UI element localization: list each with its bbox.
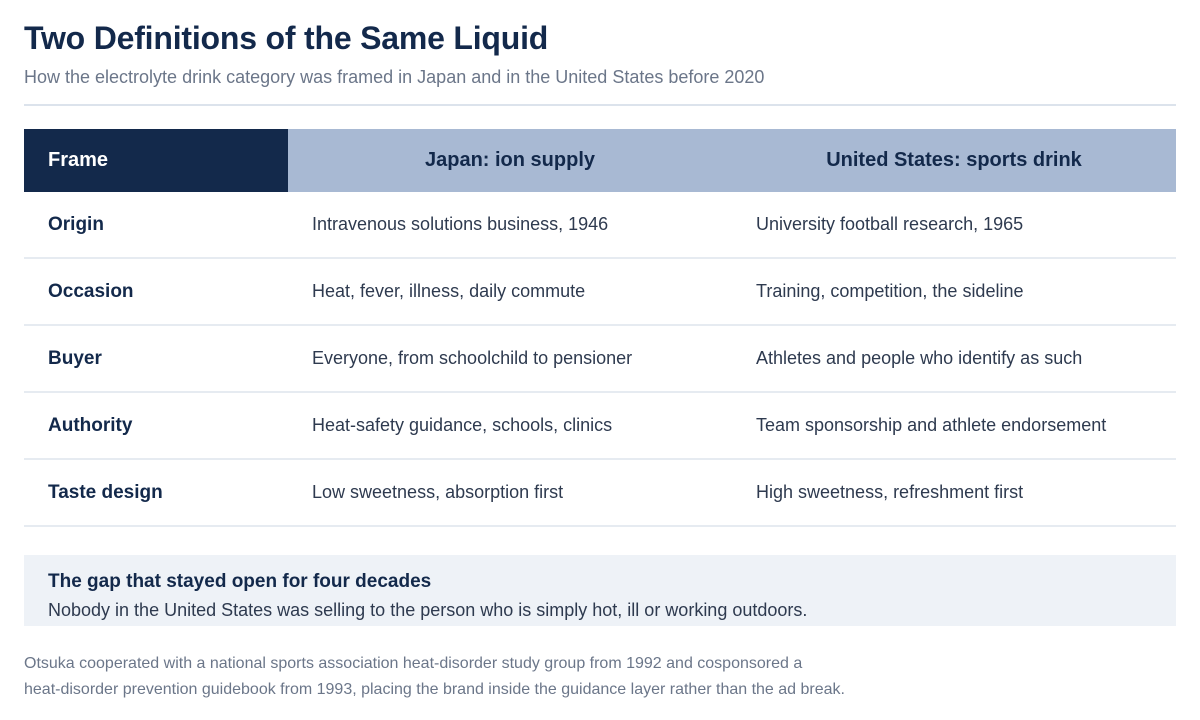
table-row: Authority Heat-safety guidance, schools,…	[24, 393, 1176, 460]
table-header-row: Frame Japan: ion supply United States: s…	[24, 129, 1176, 192]
cell-japan: Heat-safety guidance, schools, clinics	[312, 415, 613, 435]
cell-japan: Intravenous solutions business, 1946	[312, 214, 609, 234]
callout-box: The gap that stayed open for four decade…	[24, 555, 1176, 626]
footnote: Otsuka cooperated with a national sports…	[24, 651, 984, 703]
comparison-table: Frame Japan: ion supply United States: s…	[24, 129, 1176, 527]
cell-japan: Everyone, from schoolchild to pensioner	[312, 348, 633, 368]
cell-us: University football research, 1965	[756, 214, 1024, 234]
cell-japan: Heat, fever, illness, daily commute	[312, 281, 586, 301]
page-title: Two Definitions of the Same Liquid	[24, 20, 549, 56]
row-label: Buyer	[48, 347, 102, 369]
cell-us: Team sponsorship and athlete endorsement	[756, 415, 1107, 435]
callout-text: Nobody in the United States was selling …	[48, 600, 808, 620]
column-header-us: United States: sports drink	[732, 129, 1176, 192]
title-divider	[24, 104, 1176, 106]
cell-us: High sweetness, refreshment first	[756, 482, 1024, 502]
row-label: Origin	[48, 213, 104, 235]
table-row: Occasion Heat, fever, illness, daily com…	[24, 259, 1176, 326]
cell-us: Athletes and people who identify as such	[756, 348, 1083, 368]
page-subtitle: How the electrolyte drink category was f…	[24, 67, 765, 87]
footnote-line: Otsuka cooperated with a national sports…	[24, 655, 803, 672]
table-row: Taste design Low sweetness, absorption f…	[24, 460, 1176, 527]
table-row: Origin Intravenous solutions business, 1…	[24, 192, 1176, 259]
cell-us: Training, competition, the sideline	[756, 281, 1024, 301]
row-label: Occasion	[48, 280, 134, 302]
row-label: Taste design	[48, 481, 163, 503]
row-label: Authority	[48, 414, 133, 436]
callout-title: The gap that stayed open for four decade…	[48, 571, 432, 592]
footnote-line: heat-disorder prevention guidebook from …	[24, 681, 845, 698]
column-header-frame: Frame	[24, 129, 288, 192]
cell-japan: Low sweetness, absorption first	[312, 482, 564, 502]
column-header-japan: Japan: ion supply	[288, 129, 732, 192]
table-row: Buyer Everyone, from schoolchild to pens…	[24, 326, 1176, 393]
